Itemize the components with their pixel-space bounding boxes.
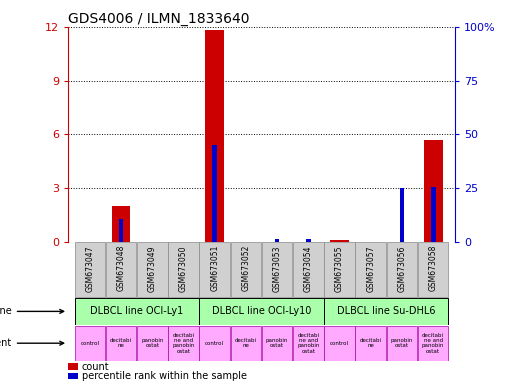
Bar — [324, 326, 355, 361]
Bar — [68, 372, 78, 379]
Text: GSM673050: GSM673050 — [179, 245, 188, 291]
Text: control: control — [205, 341, 224, 346]
Bar — [293, 326, 324, 361]
Bar — [431, 187, 436, 242]
Bar — [231, 326, 261, 361]
Bar — [356, 242, 386, 297]
Text: percentile rank within the sample: percentile rank within the sample — [82, 371, 246, 381]
Bar — [137, 242, 167, 297]
Bar — [68, 363, 78, 370]
Bar — [293, 242, 324, 297]
Text: decitabi
ne: decitabi ne — [235, 338, 257, 348]
Text: GSM673048: GSM673048 — [117, 245, 126, 291]
Bar — [199, 298, 324, 324]
Text: DLBCL line Su-DHL6: DLBCL line Su-DHL6 — [337, 306, 436, 316]
Text: decitabi
ne: decitabi ne — [110, 338, 132, 348]
Text: GSM673056: GSM673056 — [397, 245, 406, 291]
Text: control: control — [81, 341, 99, 346]
Text: decitabi
ne and
panobin
ostat: decitabi ne and panobin ostat — [297, 333, 320, 354]
Text: GSM673057: GSM673057 — [366, 245, 375, 291]
Bar — [418, 242, 448, 297]
Text: decitabi
ne and
panobin
ostat: decitabi ne and panobin ostat — [172, 333, 195, 354]
Bar — [418, 326, 448, 361]
Bar — [330, 240, 349, 242]
Text: GSM673052: GSM673052 — [242, 245, 251, 291]
Text: count: count — [82, 362, 109, 372]
Text: decitabi
ne: decitabi ne — [360, 338, 382, 348]
Text: GSM673055: GSM673055 — [335, 245, 344, 291]
Bar — [231, 242, 261, 297]
Bar — [199, 242, 230, 297]
Bar — [168, 326, 199, 361]
Text: DLBCL line OCI-Ly10: DLBCL line OCI-Ly10 — [212, 306, 311, 316]
Bar — [75, 298, 199, 324]
Bar — [275, 239, 279, 242]
Text: GSM673047: GSM673047 — [85, 245, 94, 291]
Text: agent: agent — [0, 338, 64, 348]
Bar — [262, 242, 292, 297]
Bar — [386, 326, 417, 361]
Bar — [324, 298, 448, 324]
Bar — [199, 326, 230, 361]
Text: decitabi
ne and
panobin
ostat: decitabi ne and panobin ostat — [422, 333, 445, 354]
Bar — [75, 326, 105, 361]
Bar — [106, 242, 137, 297]
Bar — [356, 326, 386, 361]
Text: DLBCL line OCI-Ly1: DLBCL line OCI-Ly1 — [90, 306, 183, 316]
Text: GSM673053: GSM673053 — [272, 245, 281, 291]
Text: GSM673058: GSM673058 — [429, 245, 438, 291]
Text: GSM673051: GSM673051 — [210, 245, 219, 291]
Bar — [400, 188, 404, 242]
Text: cell line: cell line — [0, 306, 64, 316]
Bar — [424, 140, 442, 242]
Text: panobin
ostat: panobin ostat — [266, 338, 288, 348]
Bar — [75, 242, 105, 297]
Bar — [112, 206, 130, 242]
Text: panobin
ostat: panobin ostat — [391, 338, 413, 348]
Bar — [137, 326, 167, 361]
Bar — [206, 30, 224, 242]
Bar — [106, 326, 137, 361]
Bar — [324, 242, 355, 297]
Bar — [168, 242, 199, 297]
Bar — [262, 326, 292, 361]
Text: GSM673054: GSM673054 — [304, 245, 313, 291]
Text: control: control — [330, 341, 349, 346]
Bar — [386, 242, 417, 297]
Bar — [119, 219, 123, 242]
Bar — [306, 239, 311, 242]
Text: GDS4006 / ILMN_1833640: GDS4006 / ILMN_1833640 — [68, 12, 249, 26]
Bar — [212, 145, 217, 242]
Text: panobin
ostat: panobin ostat — [141, 338, 164, 348]
Text: GSM673049: GSM673049 — [148, 245, 157, 291]
